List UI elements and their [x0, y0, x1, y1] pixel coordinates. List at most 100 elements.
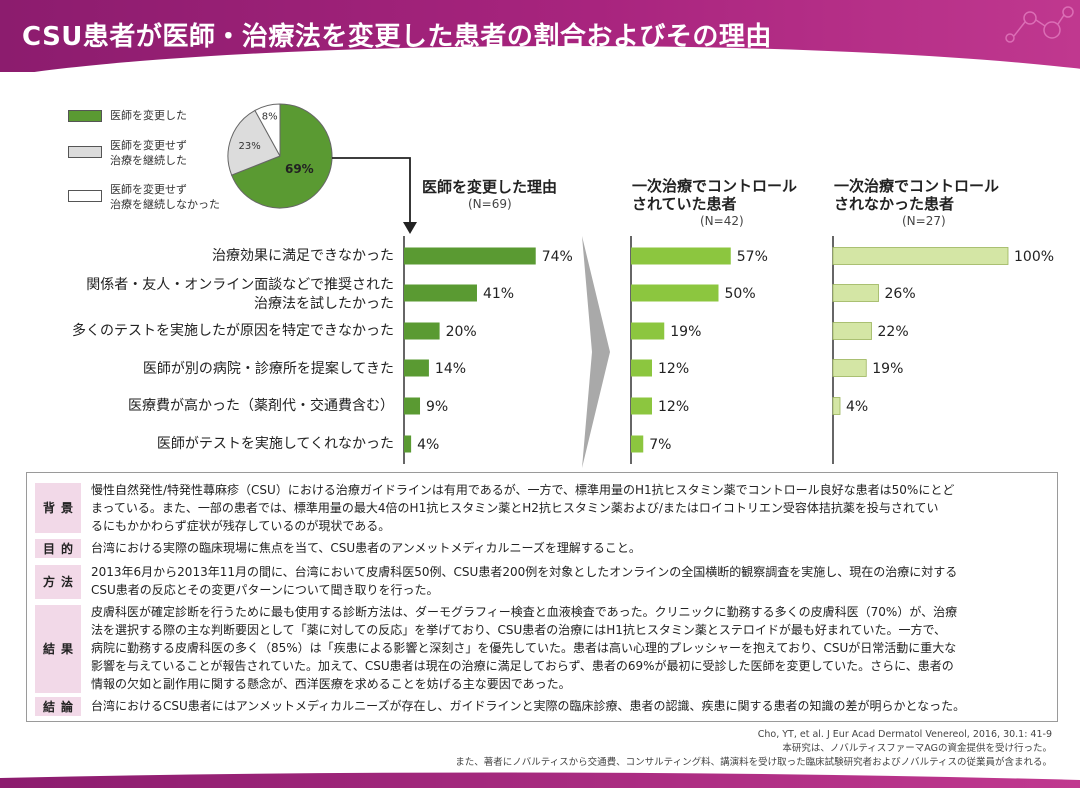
- summary-line: るにもかかわらず症状が残存しているのが現状である。: [91, 519, 391, 533]
- summary-row-method: 方法 2013年6月から2013年11月の間に、台湾において皮膚科医50例、CS…: [35, 563, 1051, 601]
- bar-value-label: 12%: [658, 361, 689, 377]
- col3-title-line2: されなかった患者: [834, 195, 955, 213]
- summary-tag: 結果: [35, 605, 81, 693]
- category-label: 医師が別の病院・診療所を提案してきた: [142, 361, 394, 377]
- bar: [631, 435, 644, 453]
- bar-value-label: 20%: [446, 324, 477, 340]
- references: Cho, YT, et al. J Eur Acad Dermatol Vene…: [455, 728, 1052, 770]
- pie-chart: 69% 23% 8%: [227, 103, 333, 209]
- molecule-decoration: [1005, 6, 1074, 43]
- legend-label: 医師を変更した: [110, 109, 187, 122]
- pie-slice: [254, 103, 281, 157]
- page-title: CSU患者が医師・治療法を変更した患者の割合およびその理由: [22, 22, 772, 52]
- summary-line: まっている。また、一部の患者では、標準用量の最大4倍のH1抗ヒスタミン薬とH2抗…: [91, 501, 939, 515]
- legend-swatch-not-continued: [68, 190, 102, 202]
- reference-disclosure: また、著者にノバルティスから交通費、コンサルティング料、講演料を受け取った臨床試…: [455, 757, 1052, 768]
- col1-n: (N=69): [468, 197, 512, 211]
- bar: [631, 284, 719, 302]
- bar: [404, 397, 421, 415]
- bar: [404, 435, 412, 453]
- summary-tag: 結論: [35, 697, 81, 716]
- header-banner: CSU患者が医師・治療法を変更した患者の割合およびその理由: [0, 0, 1080, 72]
- bar: [404, 247, 536, 265]
- bar: [832, 284, 879, 302]
- bar: [832, 247, 1009, 265]
- pie-slice-label: 23%: [239, 141, 261, 152]
- bar: [631, 359, 652, 377]
- bar: [631, 247, 731, 265]
- bar-chart: 74% 41% 20% 14% 9% 4% 57% 50% 19% 12% 12% 7% 100% 26%…: [403, 236, 1054, 464]
- summary-row-results: 結果 皮膚科医が確定診断を行うために最も使用する診断方法は、ダーモグラフィー検査…: [35, 603, 1051, 695]
- summary-text: 台湾におけるCSU患者にはアンメットメディカルニーズが存在し、ガイドラインと実際…: [91, 697, 1051, 715]
- bar-value-label: 41%: [483, 286, 514, 302]
- summary-line: 台湾における実際の臨床現場に焦点を当て、CSU患者のアンメットメディカルニーズを…: [91, 541, 641, 555]
- summary-row-conclusion: 結論 台湾におけるCSU患者にはアンメットメディカルニーズが存在し、ガイドライン…: [35, 697, 1051, 717]
- bar: [832, 359, 867, 377]
- col2-title-line2: されていた患者: [632, 195, 737, 213]
- legend-swatch-continued: [68, 146, 102, 158]
- summary-line: 情報の欠如と副作用に関する懸念が、西洋医療を求めることを妨げる主な要因であった。: [91, 677, 571, 691]
- summary-tag: 方法: [35, 565, 81, 599]
- pie-slice: [227, 109, 281, 176]
- bar-value-label: 14%: [435, 361, 466, 377]
- summary-line: 慢性自然発性/特発性蕁麻疹（CSU）における治療ガイドラインは有用であるが、一方…: [91, 483, 955, 497]
- bar: [404, 284, 477, 302]
- col2-title-line1: 一次治療でコントロール: [632, 177, 798, 195]
- bar-value-label: 7%: [649, 437, 671, 453]
- bar-value-label: 74%: [542, 249, 573, 265]
- comparison-arrow: [582, 236, 610, 468]
- category-label: 治療効果に満足できなかった: [212, 248, 394, 264]
- summary-line: 台湾におけるCSU患者にはアンメットメディカルニーズが存在し、ガイドラインと実際…: [91, 699, 966, 713]
- pie-slice: [231, 103, 333, 209]
- summary-line: 病院に勤務する皮膚科医の多く（85%）は「疾患による影響と深刻さ」を優先していた…: [91, 641, 957, 655]
- summary-row-purpose: 目的 台湾における実際の臨床現場に焦点を当て、CSU患者のアンメットメディカルニ…: [35, 539, 1051, 559]
- summary-line: 皮膚科医が確定診断を行うために最も使用する診断方法は、ダーモグラフィー検査と血液…: [91, 605, 958, 619]
- legend-label: 医師を変更せず: [110, 183, 187, 196]
- bar: [631, 322, 665, 340]
- flow-arrow: [332, 157, 417, 234]
- bar: [404, 322, 440, 340]
- summary-box: 背景 慢性自然発性/特発性蕁麻疹（CSU）における治療ガイドラインは有用であるが…: [26, 472, 1058, 722]
- category-label: 医療費が高かった（薬剤代・交通費含む）: [128, 398, 394, 414]
- bar-value-label: 4%: [846, 399, 868, 415]
- summary-tag: 目的: [35, 539, 81, 558]
- col1-title: 医師を変更した理由: [422, 178, 558, 196]
- col3-n: (N=27): [902, 214, 946, 228]
- summary-text: 皮膚科医が確定診断を行うために最も使用する診断方法は、ダーモグラフィー検査と血液…: [91, 603, 1051, 693]
- bar: [404, 359, 429, 377]
- reference-funding: 本研究は、ノバルティスファーマAGの資金提供を受け行った。: [782, 743, 1052, 754]
- summary-text: 台湾における実際の臨床現場に焦点を当て、CSU患者のアンメットメディカルニーズを…: [91, 539, 1051, 557]
- legend-label: 医師を変更せず: [110, 139, 187, 152]
- summary-line: 2013年6月から2013年11月の間に、台湾において皮膚科医50例、CSU患者…: [91, 565, 958, 579]
- reference-citation: Cho, YT, et al. J Eur Acad Dermatol Vene…: [757, 729, 1052, 740]
- bar-value-label: 19%: [670, 324, 701, 340]
- legend-label: 治療を継続しなかった: [110, 198, 220, 211]
- bar-value-label: 22%: [878, 324, 909, 340]
- bar: [832, 322, 872, 340]
- bar-value-label: 100%: [1014, 249, 1054, 265]
- summary-line: 法を選択する際の主な判断要因として「薬に対しての反応」を挙げており、CSU患者の…: [91, 623, 947, 637]
- bar-value-label: 12%: [658, 399, 689, 415]
- summary-text: 慢性自然発性/特発性蕁麻疹（CSU）における治療ガイドラインは有用であるが、一方…: [91, 481, 1051, 535]
- footer-band: [0, 772, 1080, 788]
- col3-title-line1: 一次治療でコントロール: [834, 177, 1000, 195]
- category-label: 治療法を試したかった: [254, 296, 394, 312]
- bar-value-label: 50%: [725, 286, 756, 302]
- col2-n: (N=42): [700, 214, 744, 228]
- legend-label: 治療を継続した: [110, 154, 187, 167]
- category-label: 関係者・友人・オンライン面談などで推奨された: [86, 277, 394, 293]
- pie-slice-label: 69%: [285, 162, 314, 176]
- summary-line: 影響を与えていることが報告されていた。加えて、CSU患者は現在の治療に満足してお…: [91, 659, 954, 673]
- bar-value-label: 9%: [426, 399, 448, 415]
- summary-tag: 背景: [35, 483, 81, 533]
- bar: [631, 397, 652, 415]
- bar-value-label: 57%: [737, 249, 768, 265]
- summary-line: CSU患者の反応とその変更パターンについて聞き取りを行った。: [91, 583, 439, 597]
- summary-row-background: 背景 慢性自然発性/特発性蕁麻疹（CSU）における治療ガイドラインは有用であるが…: [35, 479, 1051, 535]
- category-label: 医師がテストを実施してくれなかった: [156, 436, 394, 452]
- bar-value-label: 4%: [417, 437, 439, 453]
- bar-value-label: 26%: [885, 286, 916, 302]
- legend-swatch-changed: [68, 110, 102, 122]
- bar-value-label: 19%: [872, 361, 903, 377]
- category-label: 多くのテストを実施したが原因を特定できなかった: [72, 323, 394, 339]
